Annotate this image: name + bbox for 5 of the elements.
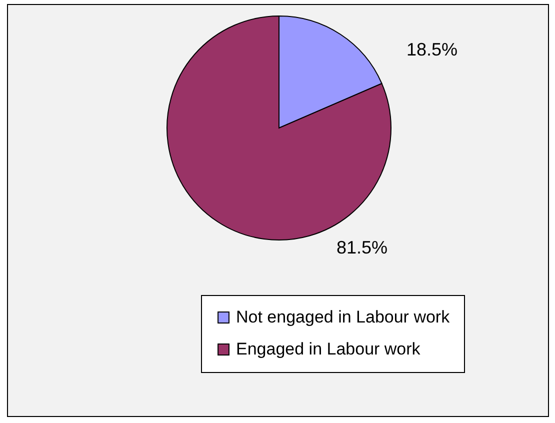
- legend-label: Engaged in Labour work: [236, 340, 421, 358]
- data-label: 18.5%: [406, 39, 458, 60]
- pie-slice: [166, 16, 392, 240]
- legend-label: Not engaged in Labour work: [236, 308, 450, 326]
- data-label: 81.5%: [336, 238, 388, 258]
